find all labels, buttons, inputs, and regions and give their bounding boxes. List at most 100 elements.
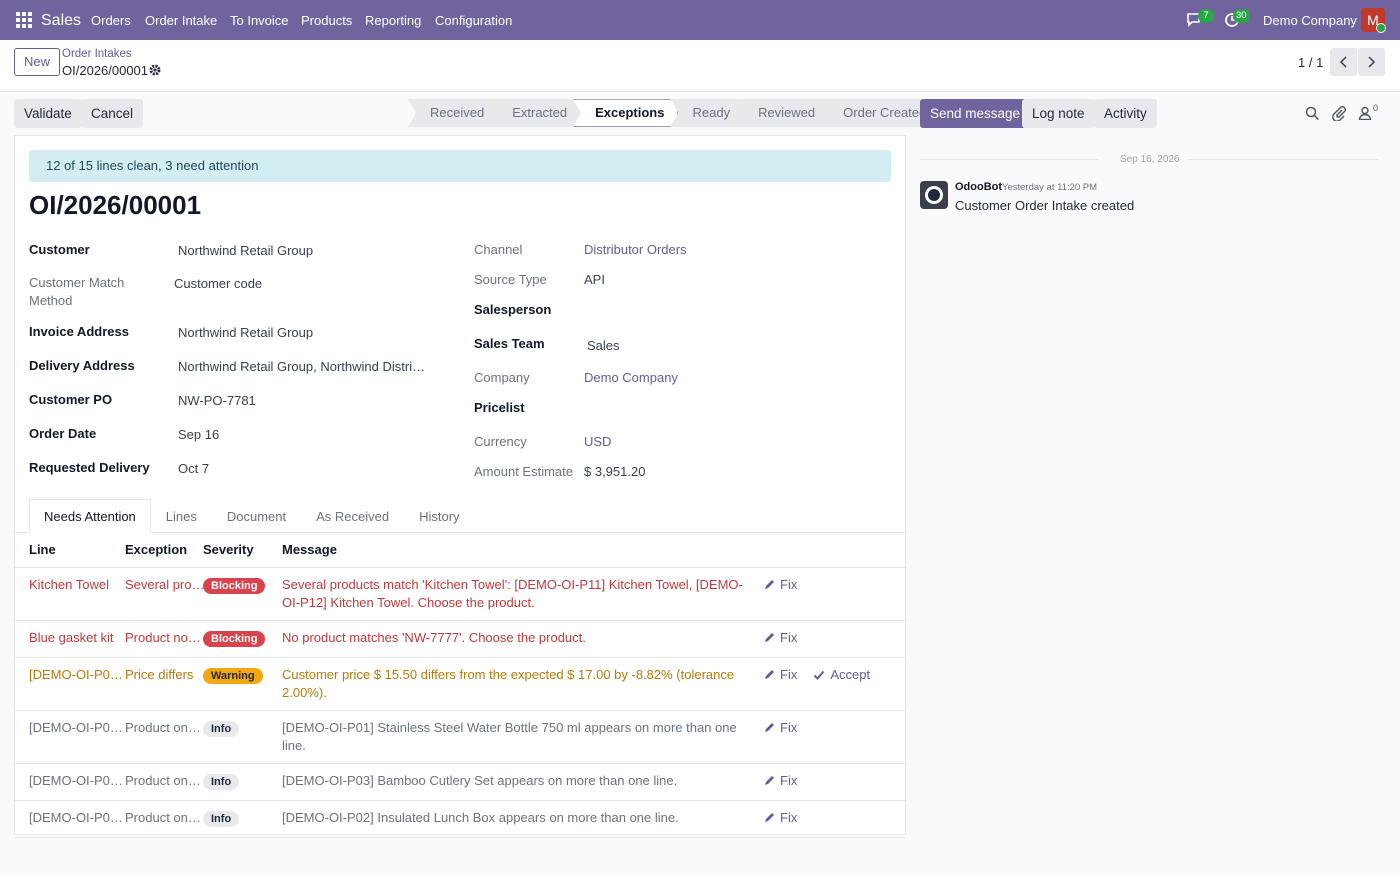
tab[interactable]: Document [226,509,287,524]
navbar: Sales 7 30 Demo Company M Orders Order In… [0,0,1400,40]
row-action[interactable]: Fix [763,576,797,594]
breadcrumb[interactable]: Order Intakes [62,48,132,60]
row-action-label[interactable]: Fix [780,667,798,682]
chatter-button[interactable]: Activity [1094,99,1157,128]
author-avatar [920,181,948,209]
cell-actions: Fix Accept [763,658,905,711]
tab[interactable]: Needs Attention [29,499,151,533]
field-label: Currency [474,434,527,449]
row-action[interactable]: Fix [763,666,797,684]
menu-item[interactable]: Products [301,13,353,28]
row-action[interactable]: Accept [813,666,870,684]
app-name[interactable]: Sales [41,12,82,29]
followers-icon[interactable] [1358,106,1372,120]
pager: 1 / 1 [1298,55,1324,70]
row-action-label[interactable]: Fix [780,720,798,735]
online-dot [1376,23,1386,33]
row-action-label[interactable]: Fix [780,810,798,825]
gear-icon[interactable] [149,64,161,76]
column-header: Exception [125,542,188,557]
cell-exception: Several pro… [125,577,205,592]
field-label: Customer PO [29,392,113,407]
status-stage[interactable]: Ready [670,99,744,127]
tab[interactable]: Lines [165,509,197,524]
company-switcher[interactable]: Demo Company [1263,13,1357,28]
cell-exception: Product on… [125,720,201,735]
tab[interactable]: As Received [316,509,390,524]
form-sheet: 12 of 15 lines clean, 3 need attention O… [14,135,906,838]
row-action-label[interactable]: Accept [830,667,871,682]
date-line [920,159,1098,160]
field-value: Customer code [174,276,263,291]
control-panel: New Order Intakes OI/2026/00001 1 / 1 [0,40,1400,92]
cell-severity: Info [203,764,282,801]
cell-message: [DEMO-OI-P02] Insulated Lunch Box appear… [282,810,679,825]
column-header: Message [282,542,337,557]
action-button[interactable]: Cancel [81,99,144,128]
cell-line: [DEMO-OI-P0… [29,667,123,682]
row-action[interactable]: Fix [763,809,797,827]
menu-item[interactable]: To Invoice [230,13,289,28]
row-action[interactable]: Fix [763,629,797,647]
search-icon[interactable] [1305,106,1319,120]
activities-count: 30 [1233,9,1250,23]
field-label: Requested Delivery [29,460,150,475]
pager-prev[interactable] [1330,48,1357,76]
exceptions-table: Line Exception Severity Message Kitchen Towe… [15,533,905,838]
field-value[interactable]: Distributor Orders [584,242,687,257]
chatter-button[interactable]: Log note [1022,99,1095,128]
cell-line: [DEMO-OI-P0… [29,773,123,788]
field-label: Sales Team [474,336,545,351]
action-button[interactable]: Validate [14,99,82,128]
severity-badge: Warning [203,668,263,684]
field-value: API [584,272,605,287]
cell-exception: Product on… [125,773,201,788]
app-menu-icon[interactable] [16,12,32,28]
record-title: OI/2026/00001 [29,190,202,220]
field-label: Source Type [474,272,547,287]
severity-badge: Info [203,721,240,737]
field-value: Northwind Retail Group, Northwind Distri… [178,359,426,374]
menu-item[interactable]: Reporting [365,13,422,28]
menu-item[interactable]: Orders [91,13,131,28]
field-label: Invoice Address [29,324,129,339]
row-action[interactable]: Fix [763,719,797,737]
status-stage[interactable]: Received [408,99,498,127]
cell-severity: Info [203,801,282,838]
message-author: OdooBot [955,181,1003,193]
alert: 12 of 15 lines clean, 3 need attention [29,150,891,182]
severity-badge: Info [203,811,240,827]
cell-line: [DEMO-OI-P0… [29,720,123,735]
chatter-date: Sep 16, 2026 [1120,154,1180,165]
table-row: [DEMO-OI-P0… Product on… Info [DEMO-OI-P03]… [15,763,905,801]
cell-exception: Product on… [125,810,201,825]
message-body: Customer Order Intake created [955,198,1135,213]
cell-message: [DEMO-OI-P03] Bamboo Cutlery Set appears… [282,773,678,788]
chatter-button[interactable]: Send message [920,99,1031,128]
severity-badge: Info [203,774,240,790]
pager-next[interactable] [1358,48,1385,76]
cell-message: No product matches 'NW-7777'. Choose the… [282,630,586,645]
table-row: [DEMO-OI-P0… Price differs Warning Customer… [15,657,905,711]
tab[interactable]: History [419,509,460,524]
status-stage[interactable]: Exceptions [573,99,678,127]
cell-actions: Fix [763,711,905,764]
field-value: Northwind Retail Group [178,325,314,340]
menu-item[interactable]: Configuration [435,13,513,28]
status-stage[interactable]: Reviewed [736,99,829,127]
row-action[interactable]: Fix [763,772,797,790]
new-button[interactable]: New [14,48,61,76]
attachment-icon[interactable] [1331,105,1347,121]
field-value[interactable]: USD [584,434,612,449]
row-action-label[interactable]: Fix [780,577,798,592]
table-row: [DEMO-OI-P0… Product on… Info [DEMO-OI-P01]… [15,710,905,764]
menu-item[interactable]: Order Intake [145,13,218,28]
cell-exception: Product no… [125,630,201,645]
status-stage[interactable]: Extracted [490,99,581,127]
row-action-label[interactable]: Fix [780,630,798,645]
row-action-label[interactable]: Fix [780,773,798,788]
cell-line: Kitchen Towel [29,577,109,592]
field-value[interactable]: Demo Company [584,370,678,385]
field-value: Sales [587,338,620,353]
